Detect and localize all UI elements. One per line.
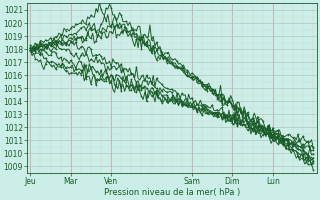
X-axis label: Pression niveau de la mer( hPa ): Pression niveau de la mer( hPa ) [104,188,240,197]
